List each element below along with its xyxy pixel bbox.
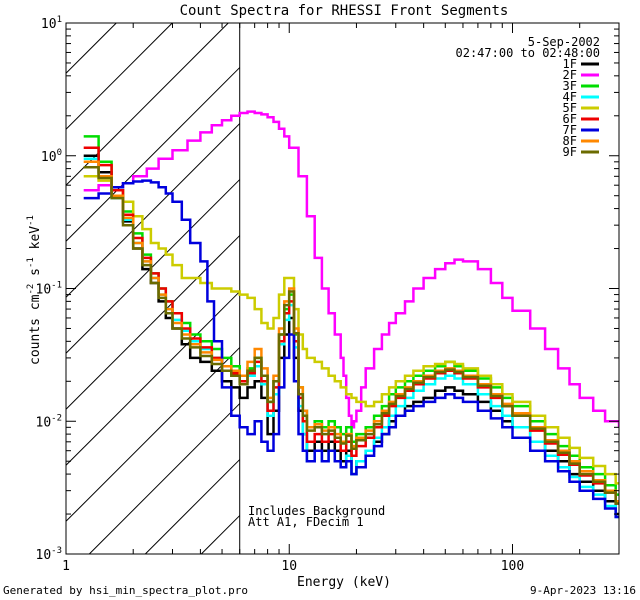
series-line-8f [83, 160, 619, 503]
x-tick-label: 10 [281, 559, 297, 574]
y-tick-label: 101 [41, 15, 62, 32]
hatch-line [88, 403, 241, 555]
series-line-2f [83, 110, 619, 429]
x-axis-label: Energy (keV) [297, 575, 391, 590]
x-tick-label: 100 [501, 559, 524, 574]
legend-label: 7F [563, 123, 577, 137]
legend-label: 3F [563, 79, 577, 93]
y-tick-label-base: 10 [41, 17, 57, 32]
chart-title: Count Spectra for RHESSI Front Segments [180, 3, 509, 19]
hatch-line [200, 515, 241, 555]
legend-label: 9F [563, 145, 577, 159]
series-line-3f [83, 135, 619, 496]
annotation-attenuator: Att A1, FDecim 1 [248, 515, 364, 529]
hatch-line [65, 67, 241, 242]
date-label: 5-Sep-2002 [528, 35, 600, 49]
y-axis-label-part: counts cm [28, 294, 43, 365]
generated-by-footer: Generated by hsi_min_spectra_plot.pro [3, 584, 248, 597]
time-range-label: 02:47:00 to 02:48:00 [456, 46, 601, 60]
hatch-line [65, 347, 241, 522]
y-axis-label-part: keV [28, 226, 43, 257]
y-tick-label-base: 10 [36, 415, 52, 430]
hatch-line [65, 235, 241, 410]
legend-label: 5F [563, 101, 577, 115]
legend-label: 6F [563, 112, 577, 126]
y-axis-label-part: s [28, 268, 43, 284]
hatch-line [65, 291, 241, 466]
timestamp-footer: 9-Apr-2023 13:16 [530, 584, 636, 597]
y-axis-label: counts cm-2 s-1 keV-1 [26, 215, 43, 365]
hatch-line [65, 22, 173, 130]
y-tick-label-exp: -3 [51, 546, 62, 556]
series-line-6f [83, 146, 619, 505]
legend-label: 1F [563, 57, 577, 71]
hatch-line [65, 22, 117, 74]
y-tick-label-base: 10 [36, 548, 52, 563]
legend-label: 2F [563, 68, 577, 82]
y-tick-label-exp: -1 [51, 281, 62, 291]
y-axis-label-exp: -1 [26, 257, 36, 268]
hatch-line [144, 459, 241, 555]
series-line-9f [83, 165, 619, 505]
legend-label: 4F [563, 90, 577, 104]
y-tick-label-base: 10 [36, 283, 52, 298]
hatch-line [65, 123, 241, 298]
y-tick-label: 10-1 [36, 281, 63, 298]
series-line-5f [83, 175, 619, 485]
x-tick-label: 1 [62, 559, 70, 574]
y-tick-label-exp: 1 [57, 15, 62, 25]
y-tick-label: 10-2 [36, 413, 63, 430]
hatch-line [65, 179, 241, 354]
legend-label: 8F [563, 134, 577, 148]
y-tick-label-base: 10 [41, 150, 57, 165]
annotation-background: Includes Background [248, 504, 385, 518]
y-axis-label-exp: -2 [26, 284, 36, 295]
y-tick-label: 100 [41, 148, 62, 165]
series-line-7f [83, 179, 619, 519]
y-tick-label-exp: 0 [57, 148, 62, 158]
series-line-1f [83, 154, 619, 516]
y-axis-label-exp: -1 [26, 215, 36, 226]
y-tick-label: 10-3 [36, 546, 63, 563]
y-tick-label-exp: -2 [51, 413, 62, 423]
